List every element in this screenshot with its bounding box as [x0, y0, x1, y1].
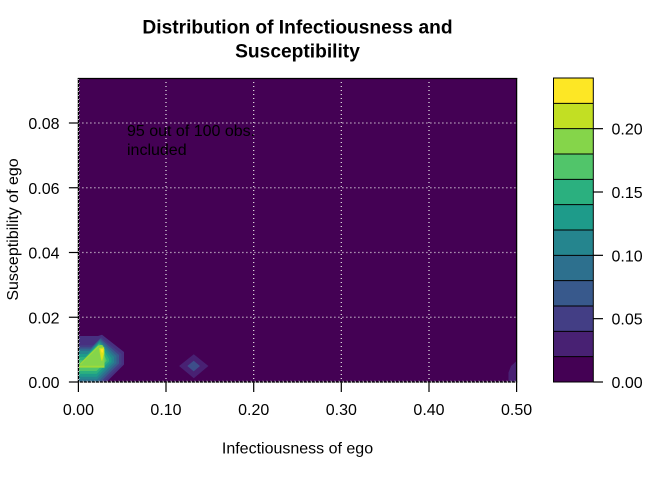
svg-text:0.20: 0.20: [612, 122, 643, 139]
svg-text:Susceptibility of ego: Susceptibility of ego: [5, 158, 22, 300]
svg-text:0.30: 0.30: [326, 402, 357, 419]
svg-text:included: included: [127, 142, 187, 159]
svg-text:Distribution of Infectiousness: Distribution of Infectiousness and: [142, 18, 452, 39]
svg-text:0.04: 0.04: [28, 246, 59, 263]
svg-text:0.02: 0.02: [28, 310, 59, 327]
svg-text:0.10: 0.10: [150, 402, 181, 419]
svg-text:0.20: 0.20: [238, 402, 269, 419]
svg-text:0.00: 0.00: [63, 402, 94, 419]
svg-text:0.05: 0.05: [612, 312, 643, 329]
svg-text:0.06: 0.06: [28, 181, 59, 198]
svg-text:Infectiousness of ego: Infectiousness of ego: [222, 441, 373, 458]
svg-text:0.00: 0.00: [28, 375, 59, 392]
svg-text:0.15: 0.15: [612, 185, 643, 202]
svg-text:Susceptibility: Susceptibility: [235, 41, 360, 62]
svg-text:0.08: 0.08: [28, 116, 59, 133]
svg-text:0.10: 0.10: [612, 248, 643, 265]
svg-text:0.50: 0.50: [501, 402, 532, 419]
svg-text:0.00: 0.00: [612, 375, 643, 392]
svg-text:0.40: 0.40: [413, 402, 444, 419]
svg-text:95 out of 100 obs.: 95 out of 100 obs.: [127, 123, 255, 140]
